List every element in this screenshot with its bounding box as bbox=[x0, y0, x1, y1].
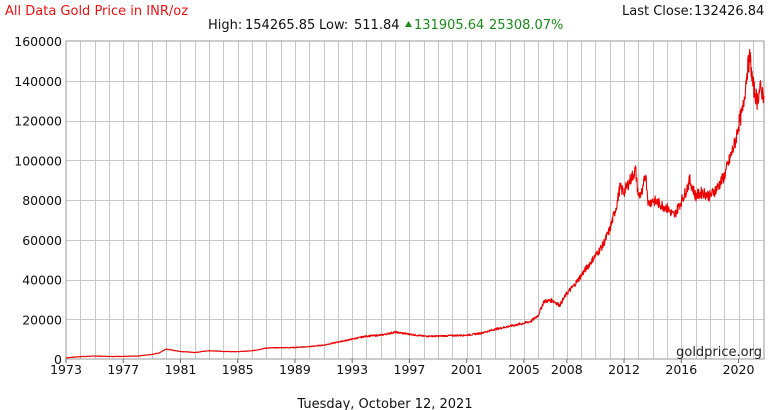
x-tick-label: 1993 bbox=[336, 362, 368, 377]
up-triangle-icon bbox=[405, 21, 412, 27]
x-tick-label: 1985 bbox=[222, 362, 254, 377]
x-tick-label: 1997 bbox=[394, 362, 426, 377]
high-label: High: bbox=[208, 18, 242, 33]
x-axis: 1973 1977 1981 1985 1989 1993 1997 2001 2005 2008… bbox=[50, 359, 754, 377]
y-tick-label: 20000 bbox=[22, 312, 62, 327]
y-axis: 0 20000 40000 60000 80000 100000 120000 140000 1… bbox=[14, 34, 62, 367]
high-value: 154265.85 bbox=[245, 18, 315, 33]
x-tick-label: 2020 bbox=[723, 362, 755, 377]
x-tick-label: 2012 bbox=[608, 362, 640, 377]
low-value: 511.84 bbox=[354, 18, 400, 33]
last-close-value: 132426.84 bbox=[694, 4, 764, 19]
chart-grid bbox=[66, 41, 764, 359]
x-tick-label: 1989 bbox=[279, 362, 311, 377]
change-percent: 25308.07% bbox=[489, 18, 563, 33]
watermark: goldprice.org bbox=[676, 345, 762, 360]
y-tick-label: 40000 bbox=[22, 273, 62, 288]
y-tick-label: 160000 bbox=[14, 34, 62, 49]
x-tick-label: 2001 bbox=[451, 362, 483, 377]
x-tick-label: 1977 bbox=[107, 362, 139, 377]
x-tick-label: 2016 bbox=[665, 362, 697, 377]
y-tick-label: 80000 bbox=[22, 193, 62, 208]
y-tick-label: 0 bbox=[54, 352, 62, 367]
x-tick-label: 2008 bbox=[551, 362, 583, 377]
y-tick-label: 100000 bbox=[14, 153, 62, 168]
low-label: Low: bbox=[319, 18, 348, 33]
change-value: 131905.64 bbox=[414, 18, 484, 33]
series-line-gold-price bbox=[65, 48, 765, 359]
x-tick-label: 2005 bbox=[508, 362, 540, 377]
plot-area bbox=[65, 40, 765, 360]
series-layer bbox=[65, 48, 765, 359]
x-tick-label: 1973 bbox=[50, 362, 82, 377]
footer-date: Tuesday, October 12, 2021 bbox=[296, 397, 472, 410]
y-tick-label: 140000 bbox=[14, 74, 62, 89]
last-close-label: Last Close: bbox=[622, 4, 693, 19]
x-tick-label: 1981 bbox=[165, 362, 197, 377]
y-tick-label: 120000 bbox=[14, 114, 62, 129]
y-tick-label: 60000 bbox=[22, 233, 62, 248]
chart-title: All Data Gold Price in INR/oz bbox=[5, 4, 188, 19]
